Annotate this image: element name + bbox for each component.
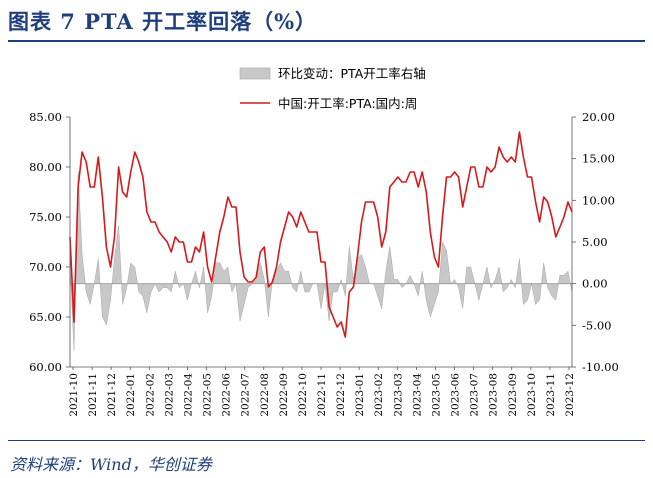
x-tick-label: 2022-08 bbox=[259, 373, 271, 417]
x-tick-label: 2022-10 bbox=[297, 373, 309, 417]
legend-label-change: 环比变动：PTA开工率右轴 bbox=[278, 66, 426, 81]
legend-label-utilization: 中国:开工率:PTA:国内:周 bbox=[278, 96, 417, 111]
x-tick-label: 2022-05 bbox=[202, 373, 214, 417]
source-divider bbox=[8, 440, 645, 441]
x-tick-label: 2023-02 bbox=[373, 373, 385, 417]
series-utilization-line bbox=[69, 131, 573, 338]
x-tick-label: 2023-11 bbox=[545, 373, 557, 417]
x-tick-label: 2023-05 bbox=[430, 373, 442, 417]
left-tick-label: 80.00 bbox=[29, 160, 62, 174]
right-tick-label: -5.00 bbox=[582, 318, 612, 332]
x-tick-label: 2022-03 bbox=[163, 373, 175, 417]
x-tick-label: 2023-08 bbox=[488, 373, 500, 417]
left-tick-label: 65.00 bbox=[29, 310, 62, 324]
right-tick-label: 10.00 bbox=[582, 193, 615, 207]
right-tick-label: 15.00 bbox=[582, 152, 615, 166]
x-tick-label: 2022-06 bbox=[221, 373, 233, 417]
legend-swatch-change bbox=[239, 67, 271, 80]
x-tick-label: 2021-10 bbox=[68, 373, 80, 417]
x-tick-label: 2021-11 bbox=[87, 373, 99, 417]
x-tick-label: 2023-04 bbox=[411, 373, 423, 417]
x-tick-label: 2023-09 bbox=[507, 373, 519, 417]
x-tick-label: 2023-12 bbox=[564, 373, 576, 417]
x-tick-label: 2023-01 bbox=[354, 373, 366, 417]
right-tick-label: 20.00 bbox=[582, 110, 615, 124]
x-tick-label: 2023-03 bbox=[392, 373, 404, 417]
x-tick-label: 2022-12 bbox=[335, 373, 347, 417]
x-tick-label: 2022-01 bbox=[125, 373, 137, 417]
x-tick-label: 2023-10 bbox=[526, 373, 538, 417]
x-tick-label: 2022-07 bbox=[240, 373, 252, 417]
right-tick-label: -10.00 bbox=[582, 360, 619, 374]
left-tick-label: 75.00 bbox=[29, 210, 62, 224]
x-tick-label: 2022-11 bbox=[316, 373, 328, 417]
x-tick-label: 2023-07 bbox=[469, 373, 481, 417]
left-tick-label: 85.00 bbox=[29, 110, 62, 124]
left-tick-label: 60.00 bbox=[29, 360, 62, 374]
left-tick-label: 70.00 bbox=[29, 260, 62, 274]
x-tick-label: 2021-12 bbox=[106, 373, 118, 417]
title-divider bbox=[8, 40, 645, 42]
x-tick-label: 2022-04 bbox=[182, 373, 194, 417]
x-tick-label: 2022-09 bbox=[278, 373, 290, 417]
series-change-area bbox=[69, 171, 573, 351]
x-tick-label: 2023-06 bbox=[450, 373, 462, 417]
figure-header: 图表 7 PTA 开工率回落（%） bbox=[8, 4, 645, 42]
figure-title: 图表 7 PTA 开工率回落（%） bbox=[8, 9, 318, 34]
right-tick-label: 0.00 bbox=[582, 277, 608, 291]
x-tick-label: 2022-02 bbox=[144, 373, 156, 417]
source-note: 资料来源：Wind，华创证券 bbox=[10, 455, 212, 474]
right-tick-label: 5.00 bbox=[582, 235, 608, 249]
